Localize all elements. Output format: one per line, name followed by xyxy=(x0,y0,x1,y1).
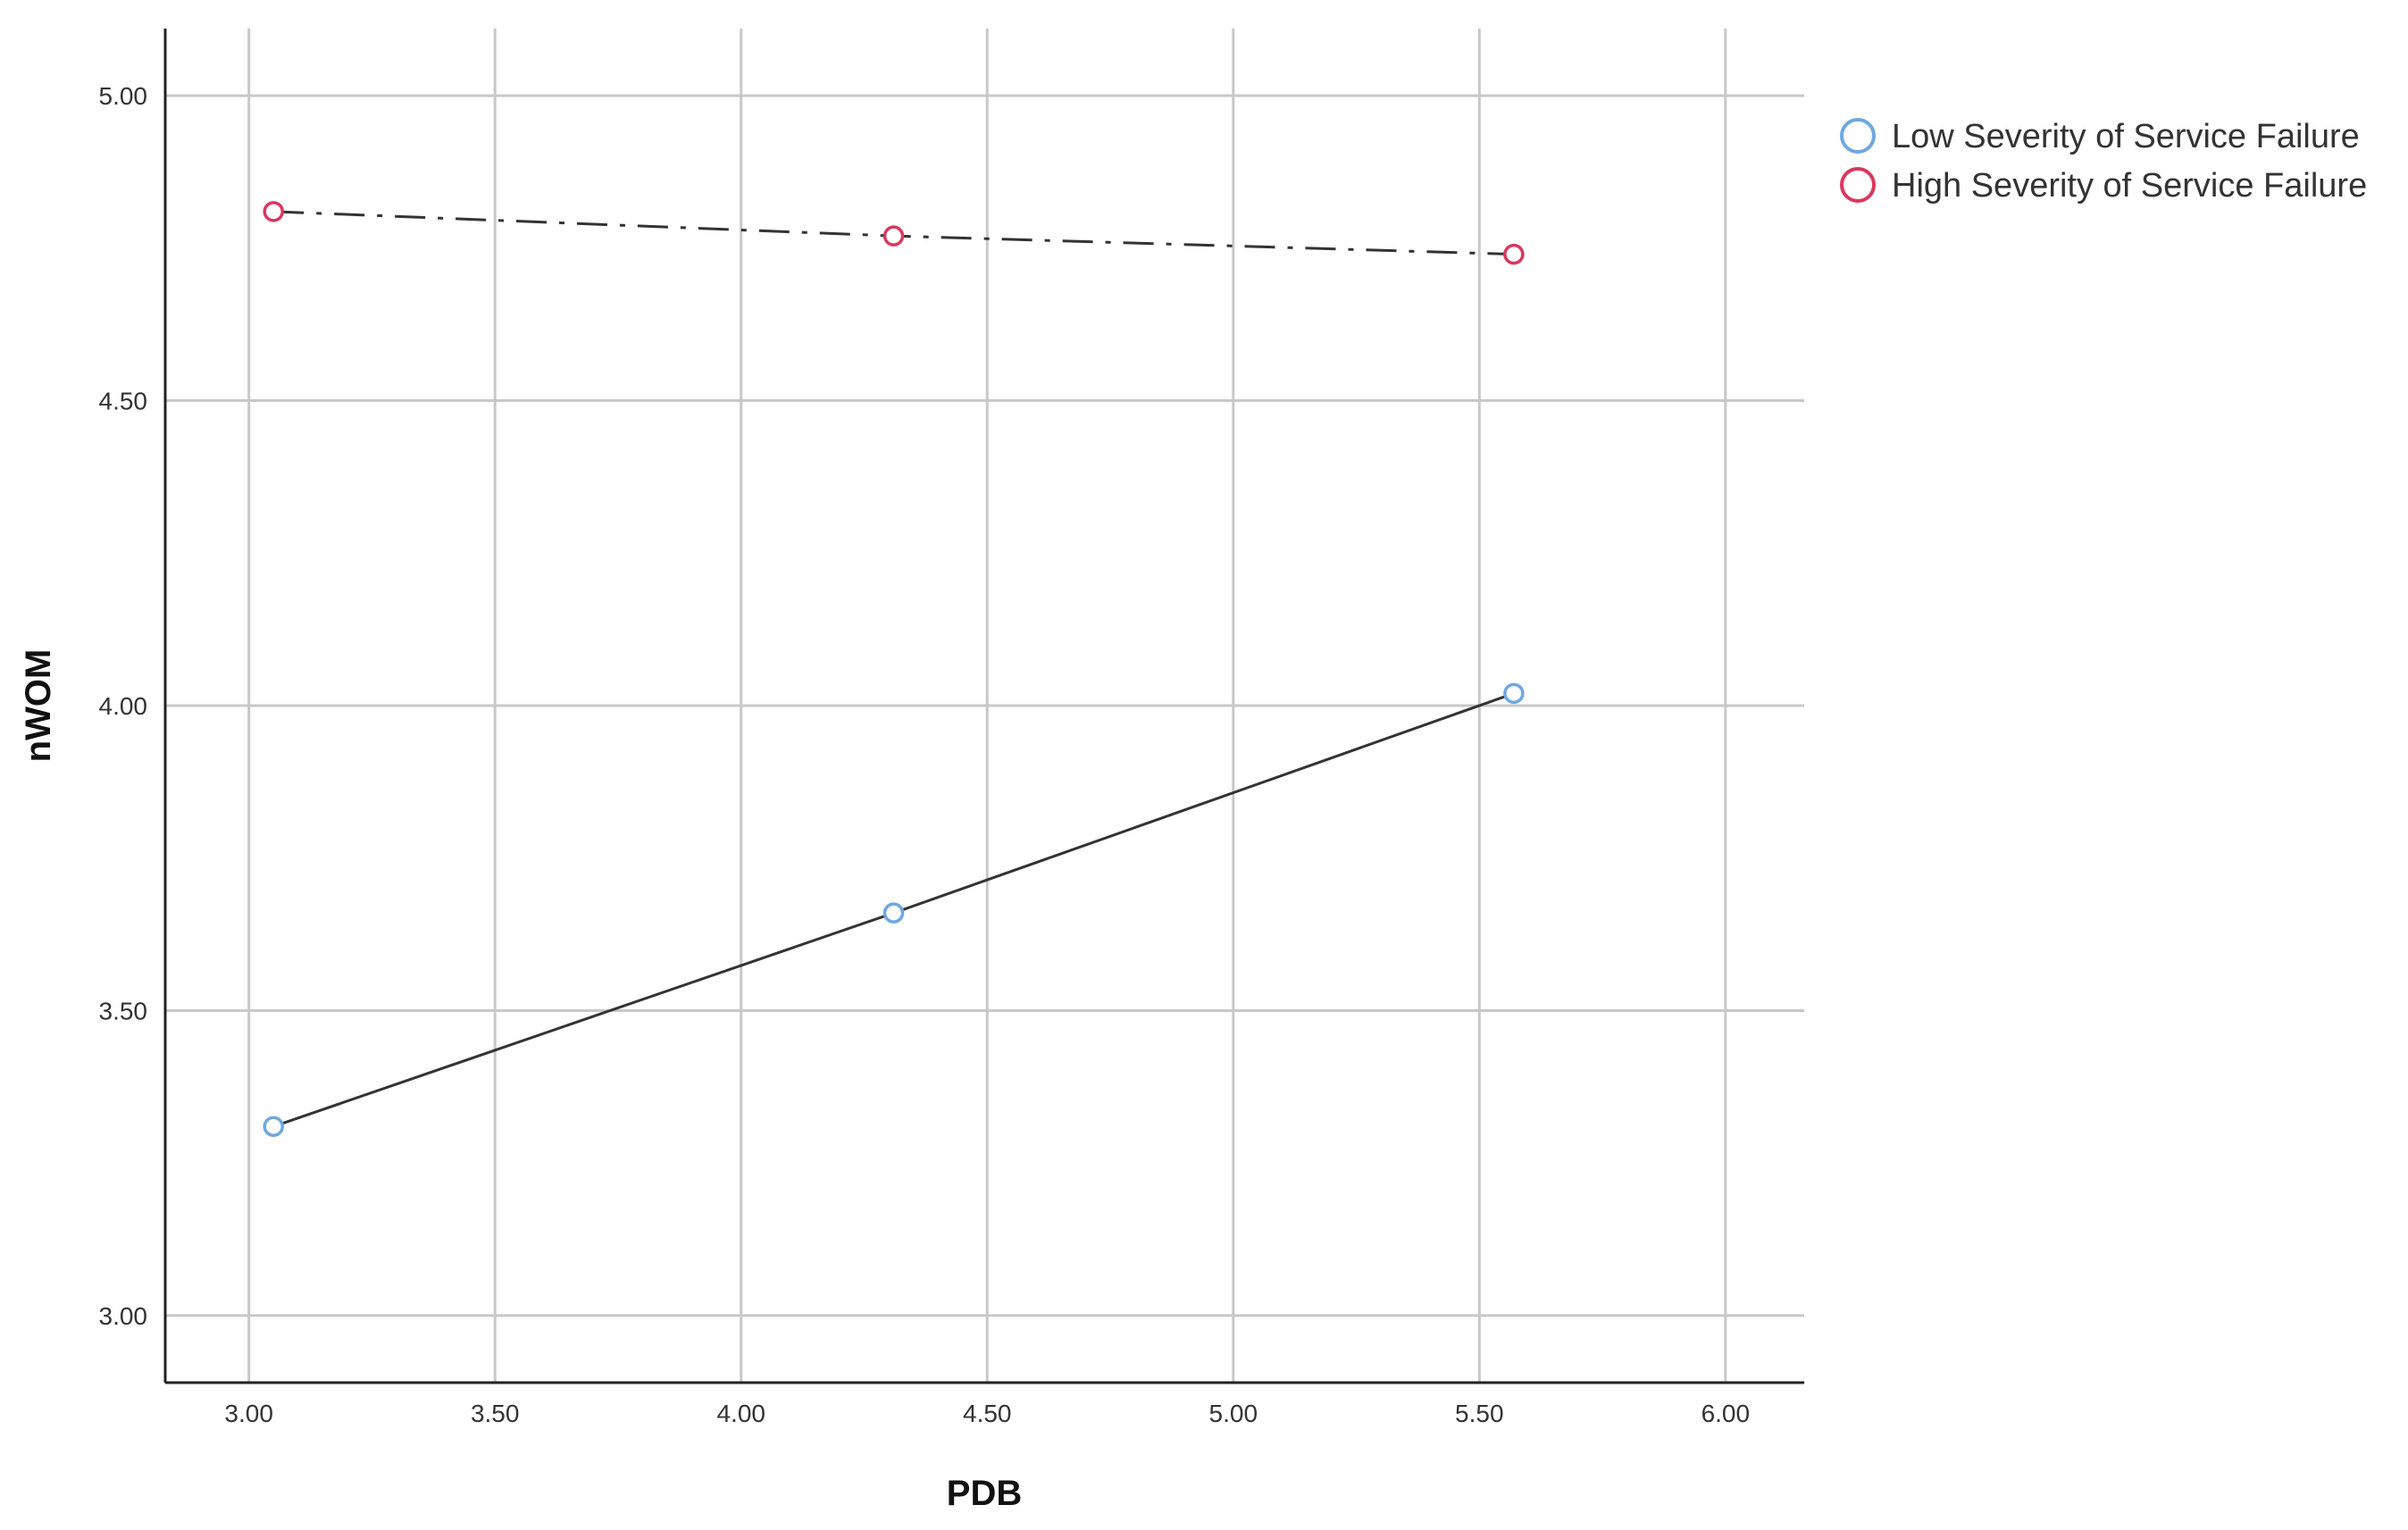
data-point xyxy=(882,902,905,924)
axes xyxy=(163,29,1804,1384)
x-tick-label: 4.50 xyxy=(963,1400,1012,1427)
legend-item: High Severity of Service Failure xyxy=(1840,167,2367,205)
y-tick-label: 4.50 xyxy=(99,388,148,415)
tick-labels: 3.00 3.50 4.00 4.50 5.00 5.50 6.00 3.00 3.50 4.00… xyxy=(99,82,1751,1427)
legend-label: High Severity of Service Failure xyxy=(1892,167,2367,205)
data-point xyxy=(1503,682,1525,705)
y-tick-label: 4.00 xyxy=(99,692,148,720)
y-tick-label: 3.50 xyxy=(99,997,148,1024)
x-tick-label: 5.50 xyxy=(1455,1400,1504,1427)
x-tick-label: 4.00 xyxy=(716,1400,765,1427)
legend-label: Low Severity of Service Failure xyxy=(1892,118,2360,155)
legend-marker xyxy=(1840,118,1876,154)
legend-item: Low Severity of Service Failure xyxy=(1840,118,2360,155)
y-axis-title: nWOM xyxy=(19,649,58,763)
y-tick-label: 3.00 xyxy=(99,1302,148,1330)
x-axis-title: PDB xyxy=(947,1474,1022,1513)
data-point xyxy=(1503,243,1525,265)
series-group xyxy=(263,201,1525,265)
data-point xyxy=(882,225,905,247)
legend: Low Severity of Service Failure High Seve… xyxy=(1840,118,2367,205)
legend-marker xyxy=(1840,167,1876,203)
x-tick-label: 3.50 xyxy=(471,1400,520,1427)
series-group xyxy=(263,682,1525,1137)
series xyxy=(263,201,1525,1137)
x-tick-label: 5.00 xyxy=(1209,1400,1258,1427)
x-tick-label: 6.00 xyxy=(1701,1400,1751,1427)
y-tick-label: 5.00 xyxy=(99,82,148,110)
data-point xyxy=(263,201,284,222)
data-point xyxy=(263,1116,284,1137)
x-tick-label: 3.00 xyxy=(224,1400,273,1427)
